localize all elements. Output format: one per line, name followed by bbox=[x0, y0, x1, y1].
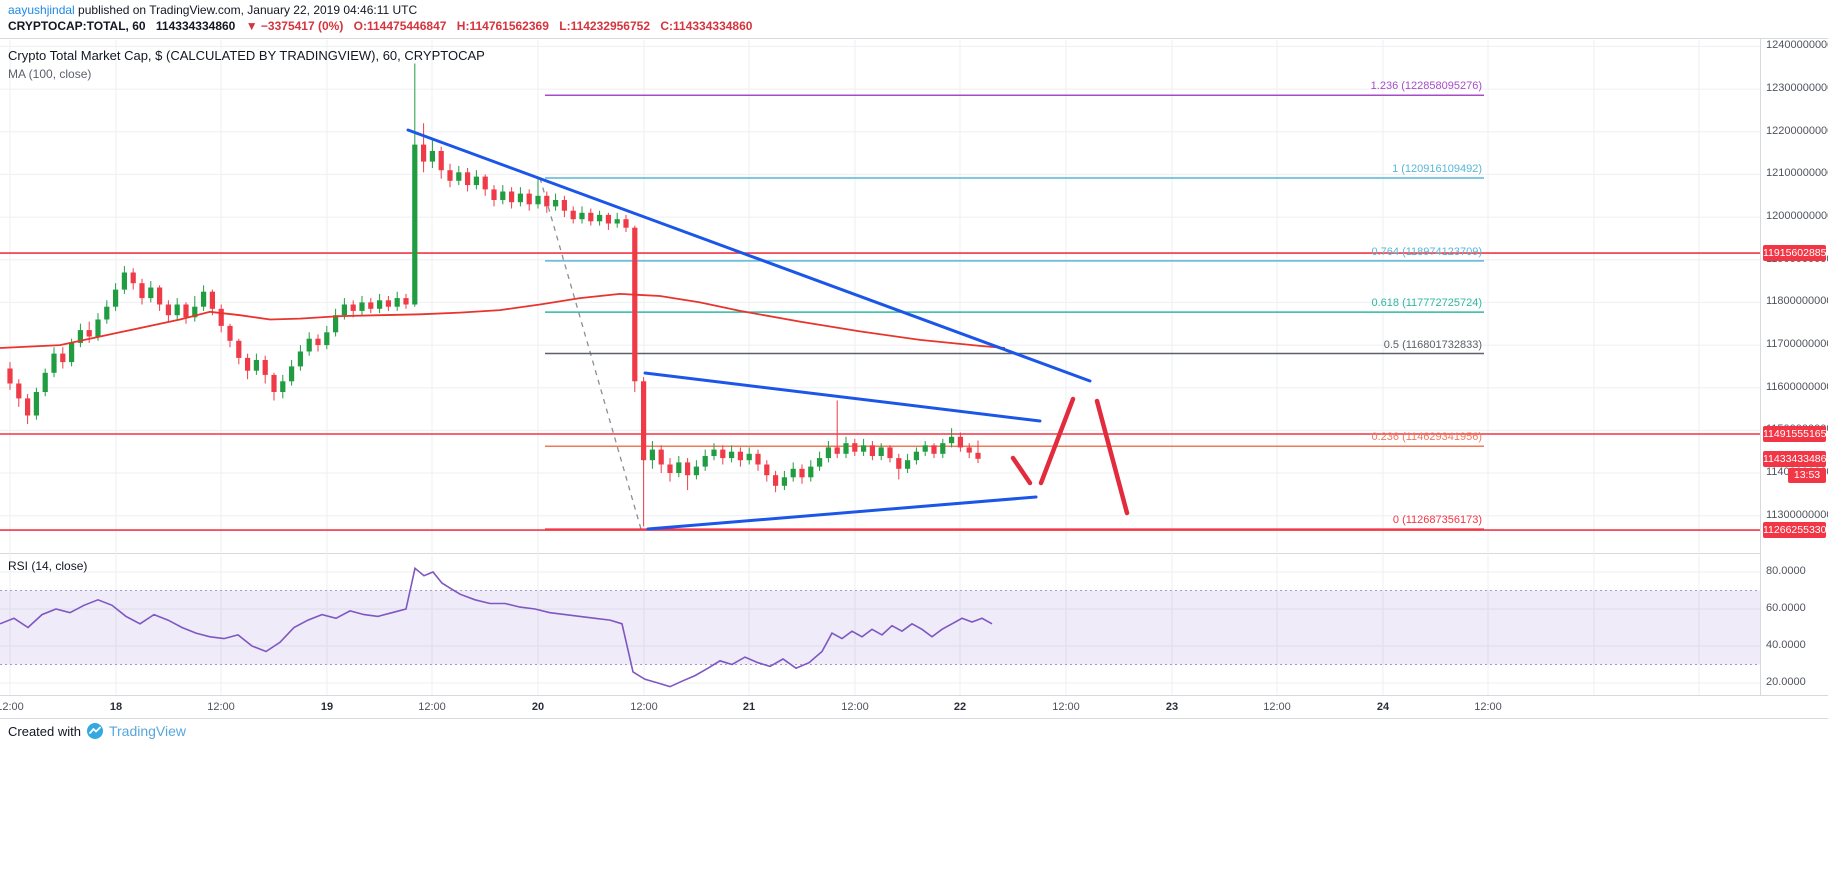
author-link[interactable]: aayushjindal bbox=[8, 3, 75, 17]
time-axis-label: 12:00 bbox=[207, 701, 235, 713]
price-alert-badge: 119156028855 bbox=[1763, 245, 1828, 262]
fib-level-label: 0.236 (114629341956) bbox=[1371, 431, 1482, 444]
price-axis-label: 117000000000 bbox=[1766, 338, 1828, 351]
rsi-axis-label: 20.0000 bbox=[1766, 676, 1806, 688]
price-axis-label: 123000000000 bbox=[1766, 82, 1828, 95]
price-pane-canvas-holder[interactable] bbox=[0, 40, 1760, 558]
time-axis-label: 23 bbox=[1165, 701, 1179, 713]
price-axis-label: 122000000000 bbox=[1766, 124, 1828, 137]
pane-divider bbox=[0, 553, 1760, 554]
footer: Created with TradingView bbox=[8, 722, 186, 740]
time-axis-label: 24 bbox=[1376, 701, 1390, 713]
tradingview-brand-link[interactable]: TradingView bbox=[108, 723, 187, 739]
low-value: L:114232956752 bbox=[559, 19, 650, 33]
price-axis-border bbox=[1760, 38, 1761, 695]
time-axis: 12:00 18 12:00 19 12:00 20 12:00 21 12:00 22 12:00… bbox=[0, 695, 1828, 718]
price-axis-label: 121000000000 bbox=[1766, 167, 1828, 180]
publish-info: aayushjindal published on TradingView.co… bbox=[8, 3, 417, 17]
rsi-line bbox=[0, 566, 993, 688]
trend-lines[interactable] bbox=[406, 128, 1092, 531]
candles bbox=[7, 63, 981, 527]
ma-100-line bbox=[0, 292, 1006, 349]
time-axis-label: 12:00 bbox=[1474, 701, 1502, 713]
grid-lines bbox=[0, 40, 1760, 553]
fib-level-label: 1.236 (122858095276) bbox=[1370, 80, 1482, 93]
ma-indicator-label: MA (100, close) bbox=[8, 67, 92, 81]
rsi-pane[interactable]: RSI (14, close) bbox=[0, 553, 1760, 695]
time-axis-label: 12:00 bbox=[841, 701, 869, 713]
open-value: O:114475446847 bbox=[353, 19, 447, 33]
time-axis-label: 21 bbox=[742, 701, 756, 713]
price-axis: 124000000000 123000000000 122000000000 1210… bbox=[1761, 38, 1828, 695]
alert-lines[interactable] bbox=[0, 252, 1760, 531]
price-axis-label: 113000000000 bbox=[1766, 508, 1828, 521]
fib-level-label: 0.764 (118974123709) bbox=[1371, 245, 1482, 258]
close-value: C:114334334860 bbox=[660, 19, 753, 33]
rsi-grid bbox=[0, 553, 1760, 695]
fib-level-label: 1 (120916109492) bbox=[1392, 163, 1482, 175]
fib-level-label: 0.618 (117772725724) bbox=[1371, 297, 1482, 310]
price-axis-label: 118000000000 bbox=[1766, 295, 1828, 308]
time-axis-label: 12:00 bbox=[1052, 701, 1080, 713]
time-axis-label: 12:00 bbox=[0, 701, 24, 713]
fib-level-label: 0 (112687356173) bbox=[1392, 514, 1482, 527]
price-axis-label: 124000000000 bbox=[1766, 39, 1828, 52]
price-alert-badge: 112662553308 bbox=[1763, 522, 1828, 539]
last-price: 114334334860 bbox=[155, 19, 236, 33]
chart-top-border bbox=[0, 38, 1828, 39]
rsi-axis-label: 80.0000 bbox=[1766, 565, 1806, 577]
time-axis-label: 19 bbox=[320, 701, 334, 713]
tradingview-logo-icon bbox=[86, 722, 104, 740]
time-axis-label: 12:00 bbox=[1263, 701, 1291, 713]
rsi-axis-label: 40.0000 bbox=[1766, 639, 1806, 651]
time-axis-label: 22 bbox=[953, 701, 967, 713]
created-with-text: Created with bbox=[8, 723, 81, 739]
price-pane[interactable]: Crypto Total Market Cap, $ (CALCULATED B… bbox=[0, 40, 1760, 553]
chart-title: Crypto Total Market Cap, $ (CALCULATED B… bbox=[8, 48, 485, 63]
time-axis-label: 20 bbox=[531, 701, 545, 713]
fib-retracement[interactable] bbox=[539, 94, 1484, 530]
time-axis-label: 18 bbox=[109, 701, 123, 713]
fib-level-label: 0.5 (116801732833) bbox=[1383, 338, 1482, 351]
rsi-axis-label: 60.0000 bbox=[1766, 602, 1806, 614]
rsi-band bbox=[0, 590, 1760, 665]
time-axis-label: 12:00 bbox=[630, 701, 658, 713]
publish-text: published on TradingView.com, January 22… bbox=[74, 3, 418, 17]
price-axis-label: 120000000000 bbox=[1766, 210, 1828, 223]
sketch-lines[interactable] bbox=[1010, 396, 1130, 516]
last-price-badge: 114334334860 bbox=[1763, 450, 1828, 467]
rsi-indicator-label: RSI (14, close) bbox=[8, 559, 88, 573]
time-axis-border bbox=[0, 695, 1828, 696]
price-pane-canvas[interactable] bbox=[0, 40, 1760, 553]
high-value: H:114761562369 bbox=[456, 19, 549, 33]
chart-bottom-border bbox=[0, 718, 1828, 719]
symbol-label: CRYPTOCAP:TOTAL, 60 bbox=[8, 19, 146, 33]
price-change: ▼ −3375417 (0%) bbox=[245, 19, 344, 33]
time-axis-label: 12:00 bbox=[418, 701, 446, 713]
bar-countdown-badge: 13:53 bbox=[1788, 467, 1826, 483]
symbol-ohlc-bar: CRYPTOCAP:TOTAL, 60 114334334860 ▼ −3375… bbox=[8, 19, 759, 33]
price-alert-badge: 114915551659 bbox=[1763, 426, 1828, 442]
rsi-pane-canvas-holder[interactable] bbox=[0, 553, 1760, 700]
rsi-pane-canvas[interactable] bbox=[0, 553, 1760, 695]
price-axis-label: 116000000000 bbox=[1766, 380, 1828, 393]
